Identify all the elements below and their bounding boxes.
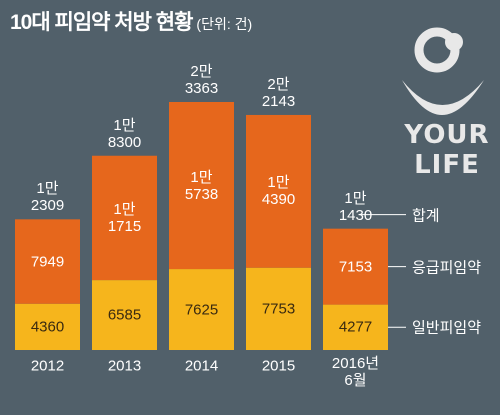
legend-label: 일반피임약 [412, 319, 482, 337]
x-tick-label: 2013 [107, 357, 142, 375]
data-label: 1만 4390 [261, 174, 296, 209]
data-label: 7949 [30, 253, 65, 271]
data-label: 4277 [338, 318, 373, 336]
data-label: 7753 [261, 300, 296, 318]
bar-segment [92, 155, 157, 281]
total-label: 1만 2309 [30, 180, 65, 215]
bar-segment [92, 280, 157, 350]
data-label: 7625 [184, 301, 219, 319]
x-tick-label: 2015 [261, 357, 296, 375]
chart-title: 10대 피임약 처방 현황 [10, 11, 193, 34]
x-tick-label: 2016년 6월 [331, 355, 380, 389]
bar-segment [15, 303, 80, 350]
x-tick-label: 2012 [30, 357, 65, 375]
bar-segment [15, 219, 80, 304]
legend-label: 응급피임약 [412, 259, 482, 277]
total-label: 1만 1430 [338, 189, 373, 224]
data-label: 4360 [30, 318, 65, 336]
title-row: 10대 피임약 처방 현황 (단위: 건) [10, 6, 252, 36]
logo-text: YOUR [404, 120, 490, 150]
logo-text: LIFE [414, 150, 480, 180]
bar-segment [169, 102, 234, 270]
data-label: 1만 5738 [184, 168, 219, 203]
logo-mark [402, 27, 484, 115]
data-label: 1만 1715 [107, 200, 142, 235]
bar-segment [323, 304, 388, 350]
legend-label: 합계 [412, 207, 440, 225]
data-label: 7153 [338, 258, 373, 276]
bar-segment [246, 114, 311, 268]
x-tick-label: 2014 [184, 357, 219, 375]
data-label: 6585 [107, 306, 142, 324]
bar-segment [169, 269, 234, 350]
total-label: 2만 3363 [184, 63, 219, 97]
total-label: 1만 8300 [107, 116, 142, 151]
total-label: 2만 2143 [261, 75, 296, 110]
bar-segment [323, 228, 388, 305]
bar-segment [246, 267, 311, 350]
chart-subtitle: (단위: 건) [196, 16, 253, 32]
